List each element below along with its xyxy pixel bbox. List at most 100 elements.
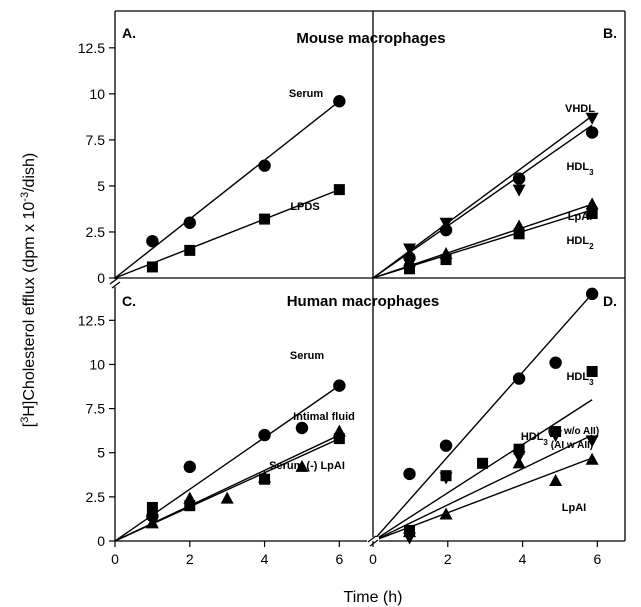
data-point-square [477,457,489,469]
y-axis-break-mark [109,277,121,289]
data-point-circle [403,467,416,481]
data-point-triangle [512,456,526,469]
series-label-name: Serum (-) LpAI [269,460,345,472]
series: (AI w AII) [372,430,599,545]
series-label: HDL2 [566,235,594,251]
series: HDL3 [372,124,599,279]
data-point-square [184,244,196,256]
panel-c: C. Serum Intimal fluid Serum (-) LpAI [114,293,355,542]
y-axis-label: [3H]Cholesterol efflux (dpm x 10-3/dish) [19,153,38,427]
y-tick-label-bottom: 5 [97,445,105,461]
series-label: Serum (-) LpAI [269,460,345,472]
series-label-name: Intimal fluid [293,411,355,423]
data-point-circle [549,356,562,369]
data-point-circle [146,510,159,523]
series-label-name: Serum [289,88,323,100]
series-label-sub: 3 [543,438,548,447]
series-label-name: HDL [521,431,544,443]
series-label: (AI w AII) [551,440,593,451]
series-label: Serum [290,350,324,362]
series-label: LPDS [290,201,319,213]
data-point-square [333,433,345,445]
x-tick-label-right: 4 [519,551,527,567]
series-label-name: Serum [290,350,324,362]
y-tick-label-top: 10 [89,86,105,102]
series-line [372,434,593,542]
series-label-name: LpAI [568,211,592,223]
series-label-sub: 3 [589,168,594,177]
series-label: LpAI [562,502,586,514]
data-point-triangle [549,473,563,486]
panel-letter: B. [603,25,617,41]
x-tick-label-left: 0 [111,551,119,567]
y-tick-label-top: 2.5 [86,224,106,240]
data-point-triangle-down [512,184,526,197]
panel-letter: D. [603,293,617,309]
data-point-square [513,443,525,455]
data-point-triangle [403,525,417,538]
data-point-circle [183,460,196,474]
data-point-triangle [145,516,159,529]
y-tick-label-bottom: 10 [89,356,105,372]
data-point-circle [258,428,271,442]
series-label-suffix: (AI w/o AII) [548,426,599,437]
series-label-name: LPDS [290,201,319,213]
data-point-square [586,208,598,220]
y-tick-label-top: 5 [97,178,105,194]
series: LPDS [114,184,345,279]
panel-letter: C. [122,293,136,309]
data-point-triangle-down [403,243,417,256]
x-tick-label-left: 6 [335,551,343,567]
y-tick-label-top: 7.5 [86,132,106,148]
data-point-square [513,228,525,240]
x-tick-label-right: 2 [444,551,452,567]
panel-letter: A. [122,25,136,41]
x-tick-label-right: 0 [369,551,377,567]
y-axis-label-mid: H]Cholesterol efflux (dpm x 10 [21,202,38,417]
panels: A.SerumLPDSB.VHDLHDL3LpAIHDL2C.SerumInti… [114,25,617,545]
x-tick-label-left: 2 [186,551,194,567]
data-point-circle [258,159,271,172]
y-axis-label-exp: -3 [19,192,31,202]
data-point-circle [439,439,453,452]
data-point-triangle-down [439,217,453,230]
data-point-circle [295,421,309,435]
data-point-triangle-down [585,112,599,125]
series-label-sub: 2 [589,242,594,251]
y-tick-label-bottom: 12.5 [78,312,105,328]
series: Serum [114,88,346,279]
series: VHDL [372,103,599,279]
series-label: HDL3(AI w/o AII) [521,426,599,447]
y-axis-label-sup: 3 [19,417,31,423]
data-point-triangle [295,459,309,472]
data-point-square [146,501,158,513]
series: HDL2 [372,208,598,279]
series-label-suffix: (AI w AII) [551,440,593,451]
series-label-name: HDL [566,371,589,383]
series: HDL3(AI w/o AII) [372,366,599,542]
data-point-circle [512,172,526,185]
data-point-circle [333,379,346,392]
data-point-triangle [258,470,272,483]
series: Serum (-) LpAI [114,424,346,542]
data-point-circle [146,234,159,248]
series-label-name: VHDL [565,103,595,115]
data-point-triangle [332,424,346,437]
data-point-triangle [439,507,453,520]
series: LpAI [372,452,599,542]
data-point-triangle [585,452,599,465]
data-point-circle [439,223,453,237]
series: HDL3 [372,287,599,542]
data-point-square [259,213,271,225]
y-axis-label-pre: [ [21,422,38,427]
y-tick-label-bottom: 2.5 [86,489,106,505]
y-tick-label-bottom: 7.5 [86,401,106,417]
series-label-name: HDL [566,161,589,173]
data-point-circle [585,126,599,139]
data-point-triangle [585,197,599,210]
series-label: Serum [289,88,323,100]
y-tick-label-top: 12.5 [78,40,105,56]
